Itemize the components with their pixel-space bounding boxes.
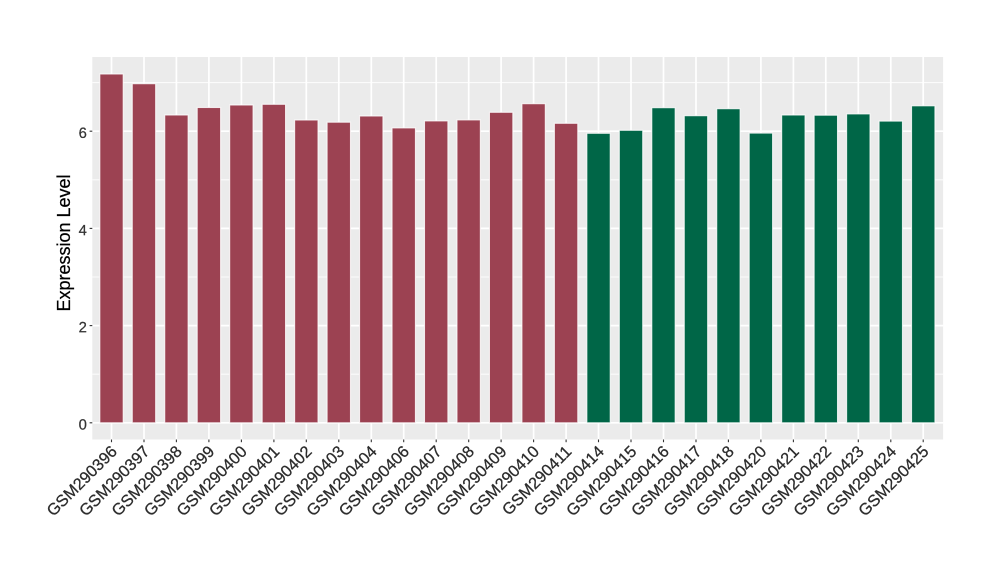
- svg-text:0: 0: [79, 417, 87, 433]
- svg-text:2: 2: [79, 320, 87, 336]
- svg-text:Expression Level: Expression Level: [54, 174, 74, 311]
- svg-text:4: 4: [79, 223, 87, 239]
- svg-text:6: 6: [79, 126, 87, 142]
